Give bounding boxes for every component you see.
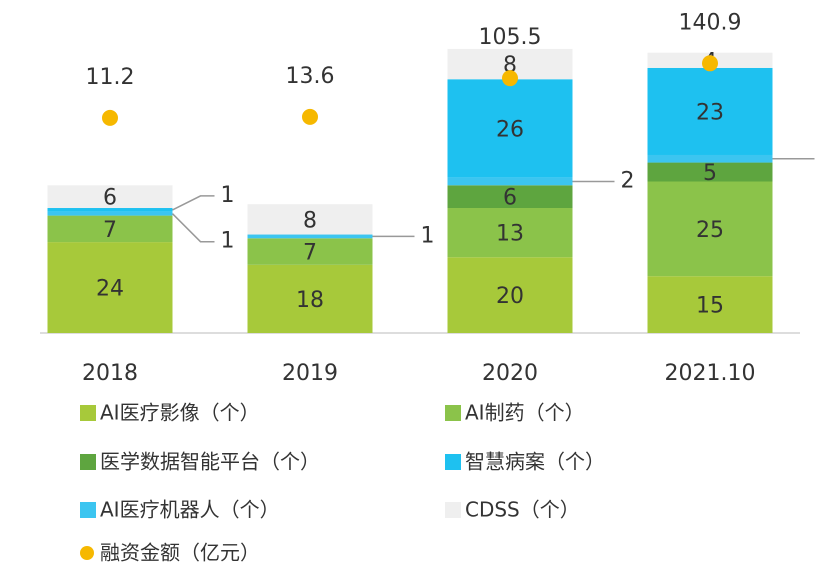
data-label: 13 [496, 222, 524, 247]
legend-item: 医学数据智能平台（个） [80, 450, 320, 474]
legend-swatch [80, 546, 94, 560]
legend-swatch [445, 454, 461, 470]
data-label: 8 [303, 208, 317, 233]
legend-label: 融资金额（亿元） [100, 541, 260, 564]
bar-segment [247, 234, 373, 239]
dot-label: 105.5 [479, 25, 542, 50]
dot-label: 13.6 [286, 64, 335, 89]
x-tick-label: 2020 [482, 361, 538, 386]
legend-label: 医学数据智能平台（个） [100, 450, 320, 474]
legend-item: AI医疗影像（个） [80, 401, 260, 425]
legend-item: AI医疗机器人（个） [80, 498, 280, 522]
legend-item: AI制药（个） [445, 401, 585, 425]
x-tick-label: 2021.10 [665, 361, 756, 386]
bar-segment [447, 177, 573, 186]
legend-item: CDSS（个） [445, 498, 580, 522]
x-tick-label: 2019 [282, 361, 338, 386]
legend-item: 智慧病案（个） [445, 450, 605, 474]
bar-segment [47, 215, 173, 243]
data-label: 6 [103, 186, 117, 211]
callout-label: 1 [221, 229, 235, 254]
bar-segment [247, 264, 373, 333]
legend-label: AI医疗影像（个） [100, 401, 260, 425]
bar-segment [47, 185, 173, 209]
data-label: 7 [103, 218, 117, 243]
legend-swatch [445, 502, 461, 518]
data-label: 23 [696, 100, 724, 125]
legend-item: 融资金额（亿元） [80, 541, 260, 564]
bar-segment [447, 257, 573, 333]
callout-line [172, 195, 215, 211]
bar-segment [447, 208, 573, 258]
data-label: 6 [503, 186, 517, 211]
bar-segment [447, 185, 573, 209]
bar-segment [47, 211, 173, 216]
legend-label: CDSS（个） [465, 498, 580, 522]
bar-segment [247, 204, 373, 235]
legend-swatch [80, 454, 96, 470]
bar-segment [47, 208, 173, 212]
data-label: 7 [303, 241, 317, 266]
dot [702, 55, 718, 72]
bar-segment [247, 238, 373, 265]
legend-label: 智慧病案（个） [465, 450, 605, 474]
dot [102, 109, 118, 126]
data-label: 25 [696, 218, 724, 243]
legend-swatch [80, 405, 96, 421]
bar-segment [647, 181, 773, 277]
bar-segment [47, 242, 173, 333]
legend-swatch [80, 502, 96, 518]
legend-swatch [445, 405, 461, 421]
bar-segment [447, 79, 573, 178]
data-label: 20 [496, 284, 524, 309]
x-tick-label: 2018 [82, 361, 138, 386]
legend-label: AI制药（个） [465, 401, 585, 425]
bar-segment [647, 162, 773, 182]
dot [302, 108, 318, 125]
bar-segment [647, 276, 773, 333]
callout-label: 1 [221, 183, 235, 208]
data-label: 26 [496, 117, 524, 142]
bar-segment [647, 154, 773, 163]
bar-segment [647, 67, 773, 155]
data-label: 5 [703, 161, 717, 186]
callout-line [171, 213, 215, 243]
data-label: 15 [696, 294, 724, 319]
legend-label: AI医疗机器人（个） [100, 498, 280, 522]
dot [502, 70, 518, 87]
callout-label: 2 [621, 169, 635, 194]
dot-label: 140.9 [679, 10, 742, 35]
dot-label: 11.2 [86, 65, 135, 90]
data-label: 24 [96, 277, 124, 302]
callout-label: 1 [421, 223, 435, 248]
data-label: 18 [296, 288, 324, 313]
